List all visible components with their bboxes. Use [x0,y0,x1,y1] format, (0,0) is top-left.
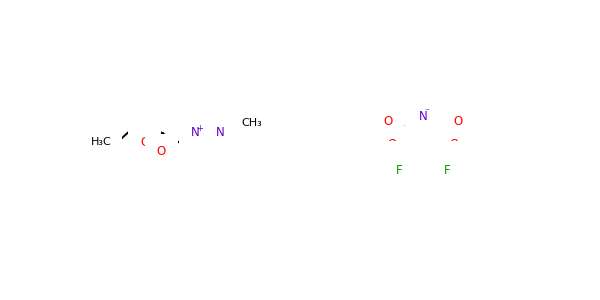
Text: N: N [191,126,199,139]
Text: F: F [451,163,458,176]
Text: F: F [457,153,464,166]
Text: ⁻: ⁻ [425,108,430,118]
Text: N: N [216,126,224,139]
Text: O: O [449,138,458,151]
Text: CH₃: CH₃ [242,118,262,128]
Text: H₃C: H₃C [91,137,111,147]
Text: S: S [397,124,406,137]
Text: +: + [196,124,203,133]
Text: F: F [388,163,395,176]
Text: S: S [440,124,449,137]
Text: O: O [454,115,463,128]
Text: F: F [443,164,450,177]
Text: O: O [140,136,149,149]
Text: N: N [419,110,427,123]
Text: O: O [383,115,392,128]
Text: O: O [388,138,397,151]
Text: O: O [157,146,166,158]
Text: F: F [382,153,389,166]
Text: F: F [396,164,403,177]
